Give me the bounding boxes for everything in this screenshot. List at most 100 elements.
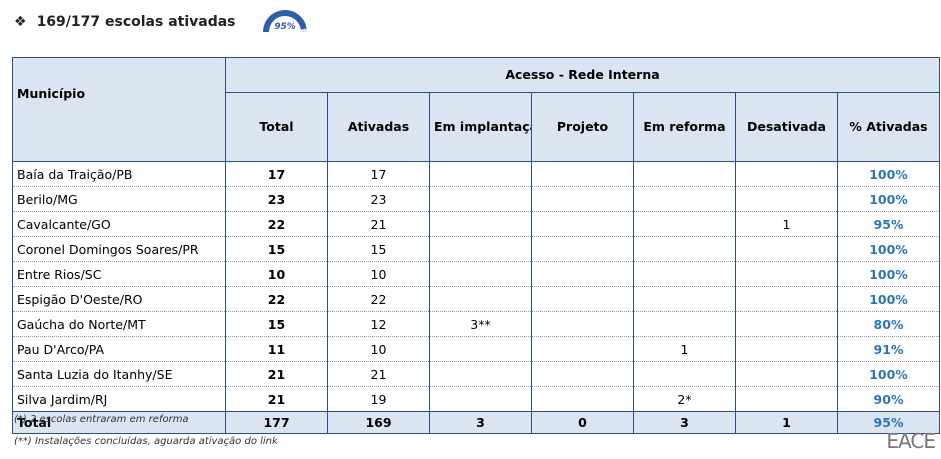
table-cell bbox=[531, 211, 634, 237]
table-cell: 21 bbox=[225, 361, 328, 387]
table-cell: 177 bbox=[225, 411, 328, 434]
gauge-arc bbox=[262, 10, 307, 33]
table-cell: 100% bbox=[836, 261, 941, 287]
table-cell: 21 bbox=[225, 386, 328, 412]
table-cell: Silva Jardim/RJ bbox=[12, 386, 226, 412]
table-row: Entre Rios/SC 10 10 100% bbox=[12, 261, 941, 287]
table-cell bbox=[531, 311, 634, 337]
table-cell: 100% bbox=[836, 161, 941, 187]
table-cell bbox=[633, 361, 736, 387]
table-cell bbox=[531, 361, 634, 387]
table-cell bbox=[429, 286, 532, 312]
table-cell bbox=[531, 186, 634, 212]
bullet: ❖ bbox=[14, 14, 27, 30]
logo: EACE bbox=[886, 429, 936, 453]
table-row: Baía da Traição/PB 17 17 100% bbox=[12, 161, 941, 187]
table-cell: 1 bbox=[735, 211, 838, 237]
column-header: Ativadas bbox=[327, 91, 430, 163]
table-cell: 10 bbox=[225, 261, 328, 287]
table-cell: 15 bbox=[225, 311, 328, 337]
table-cell bbox=[531, 336, 634, 362]
table-cell: 23 bbox=[225, 186, 328, 212]
table-cell: Espigão D'Oeste/RO bbox=[12, 286, 226, 312]
table-cell: 95% bbox=[836, 411, 941, 434]
table-cell: 100% bbox=[836, 361, 941, 387]
table-cell: 90% bbox=[836, 386, 941, 412]
table-row: Silva Jardim/RJ 21 19 2* 90% bbox=[12, 386, 941, 412]
group-header: Acesso - Rede Interna bbox=[224, 57, 941, 93]
table-row: Berilo/MG 23 23 100% bbox=[12, 186, 941, 212]
table-cell: 100% bbox=[836, 286, 941, 312]
table-cell: 80% bbox=[836, 311, 941, 337]
table-cell: 91% bbox=[836, 336, 941, 362]
table-cell: 3 bbox=[633, 411, 736, 434]
table-cell: 3** bbox=[429, 311, 532, 337]
header-title: 169/177 escolas ativadas bbox=[36, 14, 236, 30]
gauge: 95% bbox=[262, 10, 307, 33]
total-row: Total 177 169 3 0 3 1 95% bbox=[12, 411, 941, 434]
table-cell bbox=[633, 236, 736, 262]
table-cell bbox=[735, 386, 838, 412]
table-cell bbox=[429, 336, 532, 362]
column-header: Em reforma bbox=[633, 91, 736, 163]
header-row: Município Acesso - Rede Interna bbox=[12, 57, 941, 162]
table-cell: 19 bbox=[327, 386, 430, 412]
table-cell bbox=[429, 211, 532, 237]
table-cell bbox=[633, 161, 736, 187]
table-cell bbox=[633, 211, 736, 237]
table-cell bbox=[531, 286, 634, 312]
table-cell: 15 bbox=[225, 236, 328, 262]
column-header: Município bbox=[12, 57, 226, 162]
gauge-label: 95% bbox=[274, 22, 296, 32]
table-cell: 22 bbox=[327, 286, 430, 312]
table-cell: 2* bbox=[633, 386, 736, 412]
column-header: % Ativadas bbox=[836, 91, 941, 163]
table-cell: 21 bbox=[327, 361, 430, 387]
table-cell bbox=[735, 311, 838, 337]
table-cell: Total bbox=[12, 411, 226, 434]
table: Município Acesso - Rede Interna Total Ativa… bbox=[12, 57, 941, 434]
table-cell: Entre Rios/SC bbox=[12, 261, 226, 287]
table-cell bbox=[735, 186, 838, 212]
table-cell bbox=[531, 386, 634, 412]
table-cell: 11 bbox=[225, 336, 328, 362]
table-cell bbox=[429, 161, 532, 187]
column-header: Projeto bbox=[531, 91, 634, 163]
table-row: Espigão D'Oeste/RO 22 22 100% bbox=[12, 286, 941, 312]
table-cell bbox=[429, 186, 532, 212]
table-cell bbox=[633, 286, 736, 312]
table-cell: 100% bbox=[836, 186, 941, 212]
table-cell: Coronel Domingos Soares/PR bbox=[12, 236, 226, 262]
table-cell bbox=[735, 161, 838, 187]
table-cell bbox=[633, 186, 736, 212]
table-row: Coronel Domingos Soares/PR 15 15 100% bbox=[12, 236, 941, 262]
table-cell bbox=[429, 261, 532, 287]
table-cell: 15 bbox=[327, 236, 430, 262]
table-cell: 169 bbox=[327, 411, 430, 434]
table-cell: 12 bbox=[327, 311, 430, 337]
table-cell bbox=[735, 236, 838, 262]
table-cell: 100% bbox=[836, 236, 941, 262]
table-cell: Pau D'Arco/PA bbox=[12, 336, 226, 362]
table-cell: 21 bbox=[327, 211, 430, 237]
column-header: Total bbox=[225, 91, 328, 163]
header: ❖ 169/177 escolas ativadas 95% bbox=[14, 10, 308, 34]
table-cell: 10 bbox=[327, 336, 430, 362]
table-cell: 1 bbox=[633, 336, 736, 362]
table-cell: 95% bbox=[836, 211, 941, 237]
table-cell: 23 bbox=[327, 186, 430, 212]
table-cell bbox=[633, 261, 736, 287]
table-cell: 17 bbox=[225, 161, 328, 187]
table-cell: Berilo/MG bbox=[12, 186, 226, 212]
table-cell: 1 bbox=[735, 411, 838, 434]
table-cell: Cavalcante/GO bbox=[12, 211, 226, 237]
table-cell: Baía da Traição/PB bbox=[12, 161, 226, 187]
table-cell bbox=[429, 361, 532, 387]
table-row: Gaúcha do Norte/MT 15 12 3** 80% bbox=[12, 311, 941, 337]
table-cell bbox=[531, 261, 634, 287]
table-cell bbox=[633, 311, 736, 337]
table-row: Cavalcante/GO 22 21 1 95% bbox=[12, 211, 941, 237]
table-cell bbox=[735, 361, 838, 387]
table-cell: Gaúcha do Norte/MT bbox=[12, 311, 226, 337]
